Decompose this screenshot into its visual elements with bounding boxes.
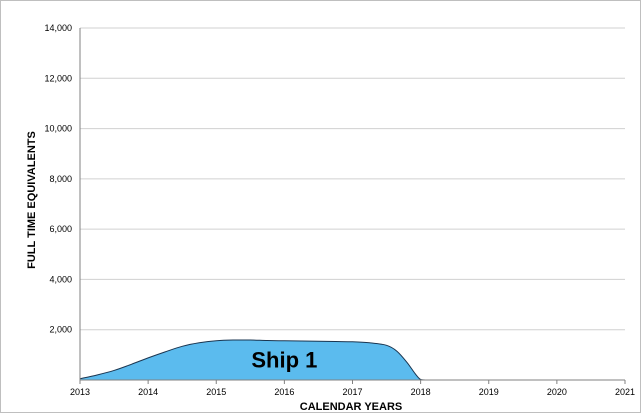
y-axis-title: FULL TIME EQUIVALENTS xyxy=(26,131,38,269)
y-tick-label: 4,000 xyxy=(49,274,72,284)
x-tick-label: 2021 xyxy=(615,387,635,397)
x-tick-label: 2014 xyxy=(138,387,158,397)
y-tick-label: 6,000 xyxy=(49,224,72,234)
series-label: Ship 1 xyxy=(251,347,317,372)
x-tick-label: 2020 xyxy=(547,387,567,397)
x-tick-label: 2018 xyxy=(411,387,431,397)
x-tick-label: 2017 xyxy=(342,387,362,397)
x-tick-label: 2015 xyxy=(206,387,226,397)
y-tick-label: 8,000 xyxy=(49,174,72,184)
x-tick-label: 2016 xyxy=(274,387,294,397)
y-tick-label: 10,000 xyxy=(44,124,72,134)
x-tick-label: 2019 xyxy=(479,387,499,397)
y-tick-label: 2,000 xyxy=(49,325,72,335)
y-tick-label: 14,000 xyxy=(44,23,72,33)
y-tick-label: 12,000 xyxy=(44,73,72,83)
tick-labels: 2,000 4,000 6,000 8,000 10,000 12,000 14,000 20… xyxy=(44,23,635,397)
axes xyxy=(79,28,626,384)
grid-lines xyxy=(80,27,625,331)
x-axis-title: CALENDAR YEARS xyxy=(300,401,402,413)
x-tick-label: 2013 xyxy=(70,387,90,397)
